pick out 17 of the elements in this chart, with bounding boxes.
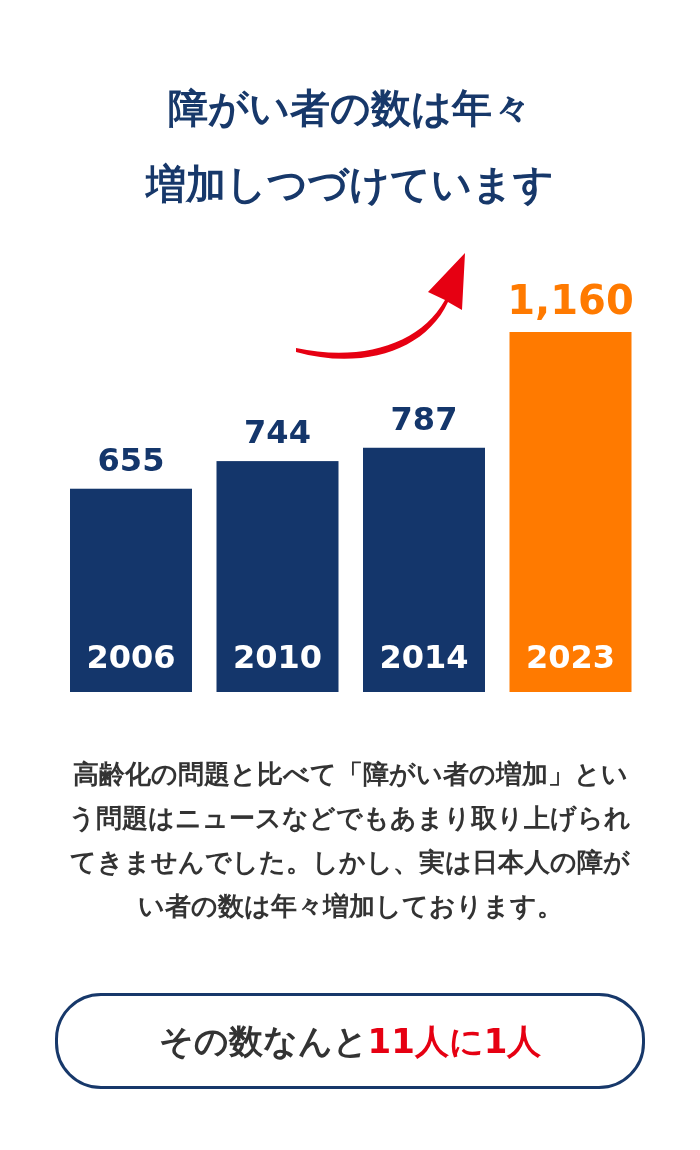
x-tick-label: 2014	[379, 638, 469, 676]
text: その数なんと	[158, 1021, 368, 1061]
bar	[509, 332, 632, 692]
x-tick-label: 2023	[525, 638, 616, 676]
x-tick-label: 2010	[232, 638, 323, 676]
data-label: 1,160	[507, 277, 634, 323]
chart-subtitle: 増加しつづけています	[144, 160, 555, 209]
bar	[363, 447, 485, 692]
bar	[70, 488, 192, 692]
bar	[216, 461, 339, 692]
text: 11人に1人	[367, 1021, 542, 1061]
data-label: 744	[244, 413, 311, 452]
x-tick-label: 2006	[86, 638, 176, 676]
text: 高齢化の問題と比べて「障がい者の増加」という問題はニュースなどでもあまり取り上げられてきませんでした。しかし、実は日本人の障がい者の数は年々増加しております。	[68, 758, 632, 923]
data-label: 787	[390, 399, 458, 438]
chart-title: 障がい者の数は年々	[167, 84, 533, 133]
data-label: 655	[97, 440, 165, 479]
